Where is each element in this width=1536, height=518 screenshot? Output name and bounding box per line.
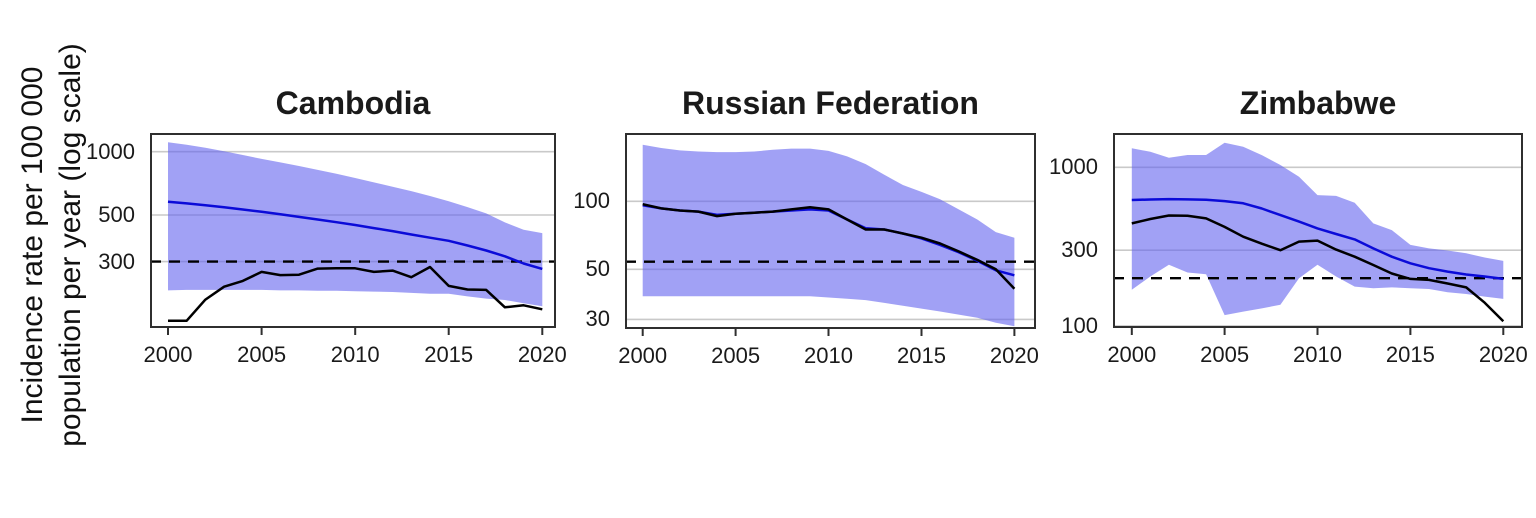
x-tick-label: 2015 xyxy=(424,342,474,367)
x-tick-label: 2010 xyxy=(1293,342,1342,367)
chart-title: Cambodia xyxy=(275,85,431,121)
observed-line-black xyxy=(642,202,1016,290)
x-tick-label: 2000 xyxy=(1107,342,1157,367)
y-axis-title-line1: Incidence rate per 100 000 xyxy=(16,66,49,424)
plot-area xyxy=(150,133,556,335)
chart-panel-russian-federation: Russian Federation 100 50 30 2000 2005 2010 2… xyxy=(573,85,1039,368)
y-tick-label: 1000 xyxy=(1049,154,1098,180)
x-axis-tick-labels: 2000 2005 2010 2015 2020 xyxy=(618,329,1039,369)
estimate-line-blue xyxy=(1131,197,1504,281)
x-tick-label: 2000 xyxy=(143,342,193,367)
y-tick-label: 30 xyxy=(585,306,610,332)
chart-panel-cambodia: Cambodia 1000 500 300 2000 2005 2010 2015 2020 xyxy=(86,85,567,367)
y-tick-label: 1000 xyxy=(86,138,135,164)
observed-line-black xyxy=(168,265,543,322)
y-tick-label: 100 xyxy=(1061,312,1098,338)
estimate-line-blue xyxy=(167,200,543,271)
chart-panel-zimbabwe: Zimbabwe 1000 300 100 2000 2005 2010 2015 2020 xyxy=(1049,85,1528,367)
y-axis-tick-labels: 100 50 30 xyxy=(540,133,610,332)
x-axis-tick-labels: 2000 2005 2010 2015 2020 xyxy=(144,328,567,368)
y-tick-label: 300 xyxy=(98,248,135,274)
panel-border xyxy=(625,133,1036,329)
x-tick-label: 2010 xyxy=(330,342,380,367)
y-tick-label: 50 xyxy=(585,256,610,282)
y-axis-tick-labels: 1000 300 100 xyxy=(1028,133,1098,338)
x-tick-label: 2020 xyxy=(1478,342,1528,367)
x-tick-label: 2005 xyxy=(1200,342,1250,367)
x-tick-label: 2020 xyxy=(517,342,567,367)
chart-title: Zimbabwe xyxy=(1239,85,1397,121)
plot-area xyxy=(1113,133,1523,335)
x-axis-tick-labels: 2000 2005 2010 2015 2020 xyxy=(1107,328,1527,368)
x-tick-label: 2005 xyxy=(237,342,287,367)
observed-line-black xyxy=(1131,214,1505,323)
x-tick-label: 2010 xyxy=(804,343,853,368)
x-tick-label: 2005 xyxy=(711,343,761,368)
panel-border xyxy=(150,133,556,328)
chart-title: Russian Federation xyxy=(682,85,979,121)
x-tick-label: 2015 xyxy=(897,343,946,368)
x-tick-label: 2000 xyxy=(618,343,668,368)
y-tick-label: 300 xyxy=(1061,237,1098,263)
y-axis-tick-labels: 1000 500 300 xyxy=(65,133,135,328)
y-tick-label: 500 xyxy=(98,202,135,227)
uncertainty-band xyxy=(642,144,1015,327)
x-tick-label: 2020 xyxy=(989,343,1039,368)
panel-border xyxy=(1113,133,1523,328)
y-tick-label: 100 xyxy=(573,188,610,214)
plot-area xyxy=(625,133,1036,336)
x-tick-label: 2015 xyxy=(1385,342,1435,367)
